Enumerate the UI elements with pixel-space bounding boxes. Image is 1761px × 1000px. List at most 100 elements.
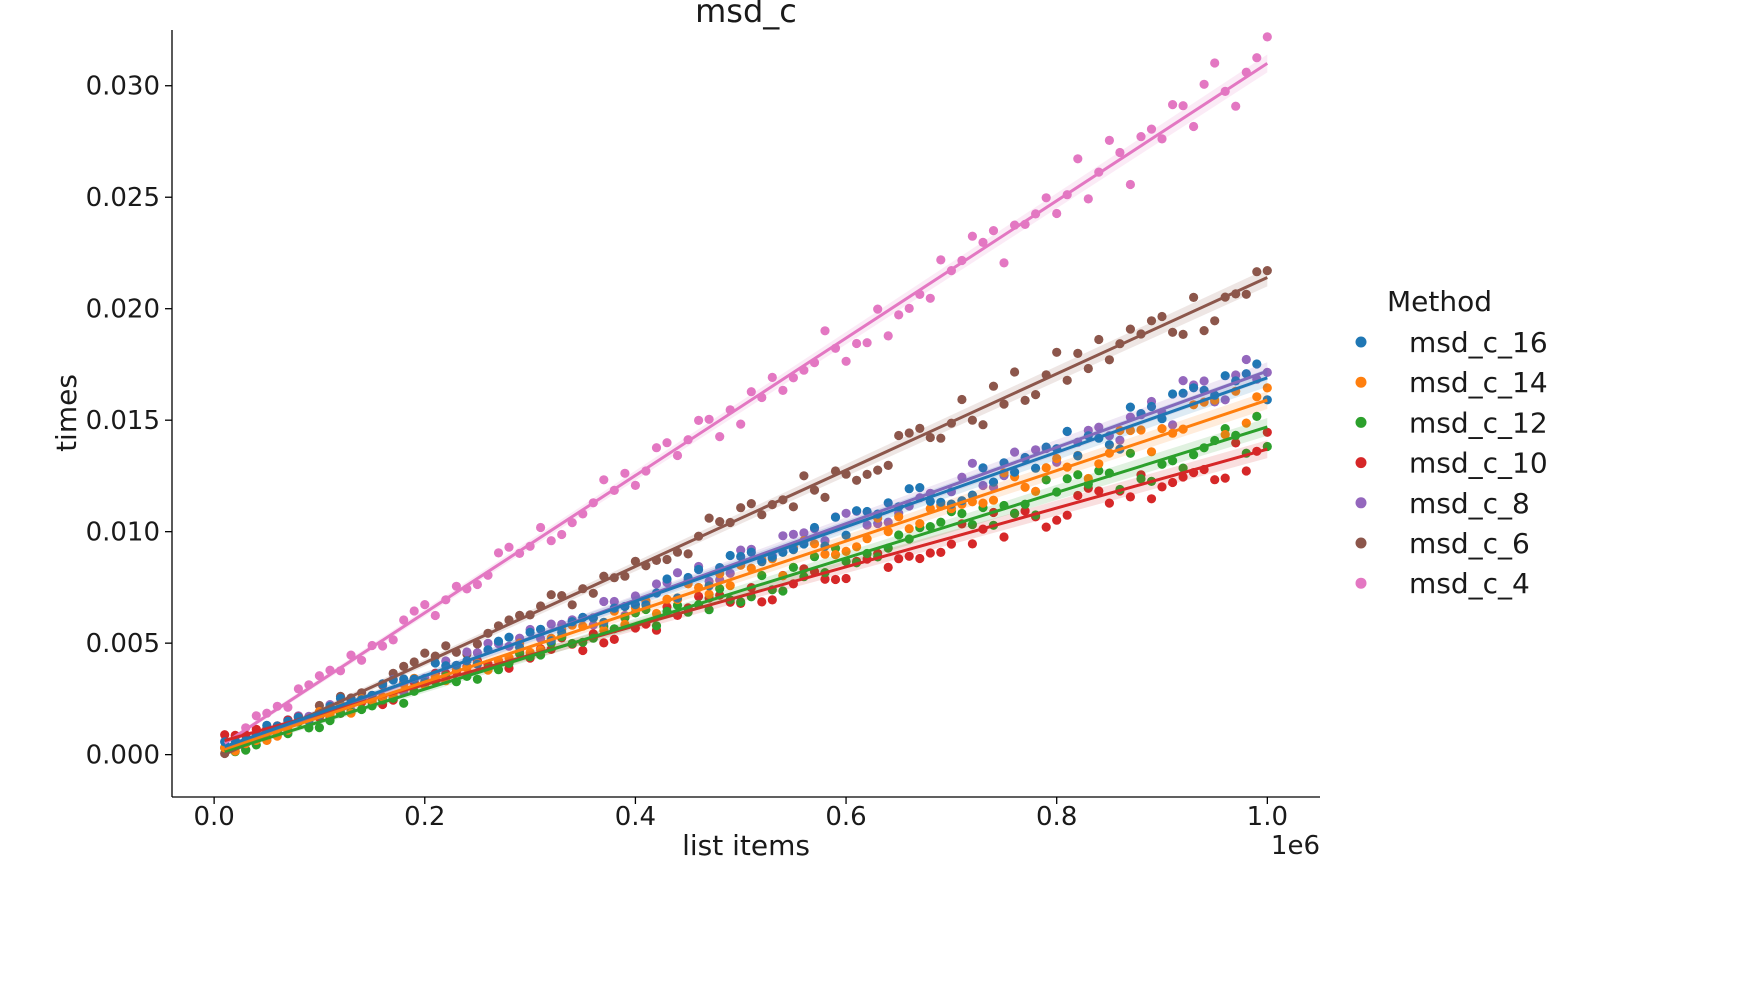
legend-marker-msd-c-4 (1355, 577, 1367, 589)
data-point-msd-c-8 (1199, 376, 1209, 386)
data-point-msd-c-4 (357, 655, 367, 665)
data-point-msd-c-4 (894, 310, 904, 320)
data-point-msd-c-6 (1083, 363, 1093, 374)
data-point-msd-c-12 (778, 586, 788, 596)
legend-marker-msd-c-6 (1355, 537, 1367, 549)
data-point-msd-c-4 (1178, 101, 1188, 111)
data-point-msd-c-10 (1041, 522, 1051, 532)
data-point-msd-c-4 (672, 450, 683, 461)
data-point-msd-c-6 (630, 556, 641, 566)
data-point-msd-c-10 (1052, 515, 1062, 525)
data-point-msd-c-6 (852, 475, 862, 485)
data-point-msd-c-4 (546, 536, 556, 546)
y-tick-label: 0.025 (86, 183, 160, 213)
legend-label-msd-c-10: msd_c_10 (1409, 447, 1548, 480)
data-point-msd-c-8 (651, 579, 662, 589)
data-point-msd-c-4 (630, 480, 641, 490)
data-point-msd-c-8 (483, 638, 493, 648)
data-point-msd-c-14 (1262, 383, 1272, 393)
data-point-msd-c-6 (1157, 311, 1167, 322)
data-points (220, 32, 1272, 759)
data-point-msd-c-8 (1168, 420, 1178, 430)
data-point-msd-c-6 (925, 432, 935, 443)
legend-items: msd_c_16 msd_c_14 msd_c_12 msd_c_10 msd_c_8m… (1355, 326, 1548, 600)
data-point-msd-c-12 (1010, 508, 1020, 519)
x-axis-ticks: 0.0 0.2 0.4 0.6 0.8 1.0 (193, 797, 1288, 832)
legend-label-msd-c-8: msd_c_8 (1409, 487, 1530, 520)
data-point-msd-c-14 (1252, 392, 1262, 402)
data-point-msd-c-4 (430, 610, 440, 621)
data-point-msd-c-6 (967, 415, 978, 425)
data-point-msd-c-6 (1168, 327, 1178, 337)
data-point-msd-c-8 (799, 528, 809, 538)
data-point-msd-c-12 (1094, 466, 1104, 476)
data-point-msd-c-8 (978, 480, 988, 491)
data-point-msd-c-6 (757, 510, 767, 520)
data-point-msd-c-4 (420, 600, 430, 610)
data-point-msd-c-10 (1073, 490, 1083, 501)
data-point-msd-c-6 (567, 600, 577, 610)
data-point-msd-c-4 (557, 529, 567, 540)
data-point-msd-c-6 (1199, 326, 1209, 336)
data-point-msd-c-16 (1104, 440, 1114, 450)
legend: Method msd_c_16 msd_c_14 msd_c_12 msd_c_10m… (1355, 285, 1548, 600)
data-point-msd-c-6 (1062, 375, 1072, 385)
data-point-msd-c-14 (894, 512, 904, 522)
data-point-msd-c-10 (894, 554, 904, 564)
data-point-msd-c-6 (746, 499, 756, 509)
data-point-msd-c-8 (672, 568, 683, 578)
data-point-msd-c-10 (1262, 427, 1272, 437)
chart-title: msd_c (695, 0, 797, 30)
data-point-msd-c-10 (220, 730, 230, 740)
data-point-msd-c-10 (757, 597, 767, 607)
x-axis-offset-label: 1e6 (1271, 831, 1320, 861)
y-axis-label: times (50, 374, 83, 452)
data-point-msd-c-16 (841, 530, 851, 540)
data-point-msd-c-12 (1073, 470, 1083, 480)
data-point-msd-c-16 (504, 632, 514, 642)
data-point-msd-c-6 (788, 502, 799, 512)
data-point-msd-c-4 (1125, 179, 1135, 190)
data-point-msd-c-6 (799, 471, 809, 481)
data-point-msd-c-6 (546, 590, 556, 600)
data-point-msd-c-10 (830, 574, 841, 585)
data-point-msd-c-14 (1020, 482, 1030, 492)
data-point-msd-c-10 (1146, 494, 1157, 504)
data-point-msd-c-4 (472, 579, 482, 590)
data-point-msd-c-8 (788, 529, 799, 540)
data-point-msd-c-6 (1031, 390, 1041, 400)
data-point-msd-c-4 (399, 615, 409, 625)
data-point-msd-c-4 (852, 338, 862, 349)
legend-label-msd-c-12: msd_c_12 (1409, 406, 1548, 439)
data-point-msd-c-10 (1241, 466, 1251, 476)
data-point-msd-c-4 (504, 542, 514, 552)
data-point-msd-c-16 (988, 477, 999, 487)
data-point-msd-c-12 (472, 674, 482, 684)
data-point-msd-c-14 (1146, 447, 1157, 457)
data-point-msd-c-16 (725, 550, 735, 561)
data-point-msd-c-6 (904, 428, 914, 438)
data-point-msd-c-14 (904, 524, 914, 534)
data-point-msd-c-4 (1168, 100, 1178, 110)
data-point-msd-c-12 (1041, 475, 1051, 485)
data-point-msd-c-4 (715, 432, 725, 442)
data-point-msd-c-4 (873, 304, 883, 314)
data-point-msd-c-8 (1220, 395, 1230, 405)
data-point-msd-c-10 (820, 574, 830, 584)
data-point-msd-c-6 (683, 549, 693, 559)
x-axis-label: list items (682, 829, 810, 862)
data-point-msd-c-16 (430, 658, 440, 668)
data-point-msd-c-14 (1136, 425, 1146, 435)
data-point-msd-c-14 (1052, 453, 1062, 464)
legend-marker-msd-c-10 (1355, 457, 1367, 469)
data-point-msd-c-4 (493, 548, 504, 558)
y-tick-label: 0.030 (86, 72, 160, 102)
data-point-msd-c-8 (725, 568, 735, 578)
y-tick-label: 0.000 (86, 741, 160, 771)
data-point-msd-c-12 (1062, 474, 1072, 484)
data-point-msd-c-10 (841, 573, 851, 584)
data-point-msd-c-6 (1104, 355, 1114, 365)
y-tick-label: 0.015 (86, 406, 160, 436)
data-point-msd-c-16 (757, 557, 767, 567)
